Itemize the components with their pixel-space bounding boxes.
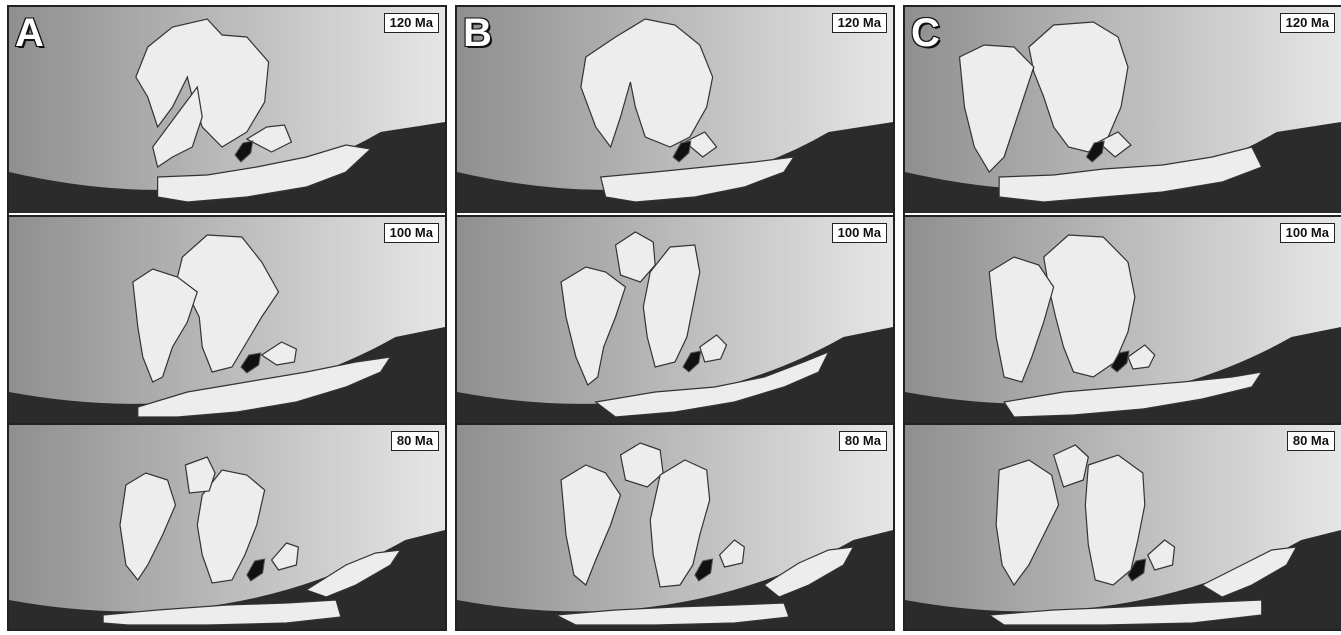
earth-horizon	[9, 327, 445, 423]
map-panel-80ma: 80 Ma	[905, 423, 1341, 629]
landmass-north-america	[135, 18, 270, 148]
highlight-block	[1127, 558, 1147, 582]
age-label: 80 Ma	[390, 431, 439, 451]
age-label: 80 Ma	[1286, 431, 1335, 451]
highlight-block	[694, 558, 714, 582]
age-label: 100 Ma	[1279, 223, 1335, 243]
landmass-gondwana	[998, 146, 1263, 203]
reconstruction-map	[457, 7, 893, 213]
landmass-gondwana	[553, 602, 790, 626]
reconstruction-map	[9, 7, 445, 213]
column-b: B 120 Ma 100 Ma 80 Ma	[455, 5, 895, 631]
landmass-gondwana	[1003, 371, 1263, 418]
column-a: A 120 Ma 100 Ma 80 Ma	[7, 5, 447, 631]
landmass-south-america	[132, 268, 198, 383]
highlight-block	[1085, 140, 1105, 163]
landmass-gondwana	[599, 156, 796, 203]
age-label: 120 Ma	[831, 13, 887, 33]
map-panel-120ma: 120 Ma	[905, 7, 1341, 213]
landmass-iberia	[270, 542, 299, 571]
map-panel-100ma: 100 Ma	[457, 215, 893, 423]
landmass-gondwana	[157, 144, 372, 203]
landmass-iberia	[260, 341, 298, 366]
landmass-eurasia	[1201, 546, 1298, 598]
map-panel-120ma: 120 Ma	[9, 7, 445, 213]
landmass-south-america	[560, 464, 622, 586]
reconstruction-map	[905, 217, 1341, 423]
landmass-gondwana	[987, 599, 1263, 626]
landmass-iberia	[718, 539, 745, 568]
age-label: 120 Ma	[1279, 13, 1335, 33]
landmass-iberia	[1097, 131, 1132, 158]
highlight-block	[240, 352, 262, 374]
landmass-north-america	[580, 18, 714, 149]
earth-horizon	[457, 122, 893, 213]
earth-horizon	[905, 327, 1341, 423]
age-label: 100 Ma	[831, 223, 887, 243]
landmass-north-america	[649, 459, 711, 588]
landmass-greenland	[184, 456, 216, 494]
reconstruction-map	[905, 425, 1341, 629]
column-letter: C	[910, 11, 941, 55]
landmass-south-america	[988, 256, 1055, 383]
landmass-greenland	[1052, 444, 1089, 488]
reconstruction-map	[9, 425, 445, 629]
landmass-gondwana	[137, 356, 392, 418]
landmass-south-america	[119, 472, 177, 582]
landmass-south-america	[995, 459, 1060, 587]
age-label: 100 Ma	[383, 223, 439, 243]
highlight-block	[1110, 350, 1130, 373]
landmass-iberia	[683, 131, 718, 158]
highlight-block	[234, 140, 254, 163]
earth-horizon	[9, 122, 445, 213]
map-panel-120ma: 120 Ma	[457, 7, 893, 213]
landmass-south-america	[560, 266, 627, 386]
earth-horizon	[457, 327, 893, 423]
column-letter: B	[462, 11, 493, 55]
landmass-gondwana	[102, 599, 342, 626]
landmass-iberia	[699, 334, 728, 363]
reconstruction-map	[457, 425, 893, 629]
column-letter: A	[14, 11, 45, 55]
landmass-south-america	[958, 44, 1035, 173]
age-label: 80 Ma	[838, 431, 887, 451]
map-panel-80ma: 80 Ma	[9, 423, 445, 629]
reconstruction-map	[905, 7, 1341, 213]
reconstruction-map	[457, 217, 893, 423]
landmass-north-america	[196, 469, 266, 584]
landmass-north-america	[642, 244, 701, 368]
highlight-block	[672, 140, 692, 163]
map-panel-100ma: 100 Ma	[9, 215, 445, 423]
map-panel-80ma: 80 Ma	[457, 423, 893, 629]
reconstruction-map	[9, 217, 445, 423]
landmass-iberia	[1147, 539, 1176, 571]
map-panel-100ma: 100 Ma	[905, 215, 1341, 423]
landmass-iberia	[245, 124, 293, 153]
age-label: 120 Ma	[383, 13, 439, 33]
highlight-block	[246, 558, 266, 582]
landmass-south-america	[152, 85, 203, 168]
landmass-iberia	[1127, 344, 1156, 370]
highlight-block	[682, 350, 702, 373]
landmass-gondwana	[594, 350, 830, 418]
landmass-eurasia	[304, 549, 402, 598]
column-c: C 120 Ma 100 Ma 80 Ma	[903, 5, 1341, 631]
landmass-eurasia	[763, 546, 855, 598]
